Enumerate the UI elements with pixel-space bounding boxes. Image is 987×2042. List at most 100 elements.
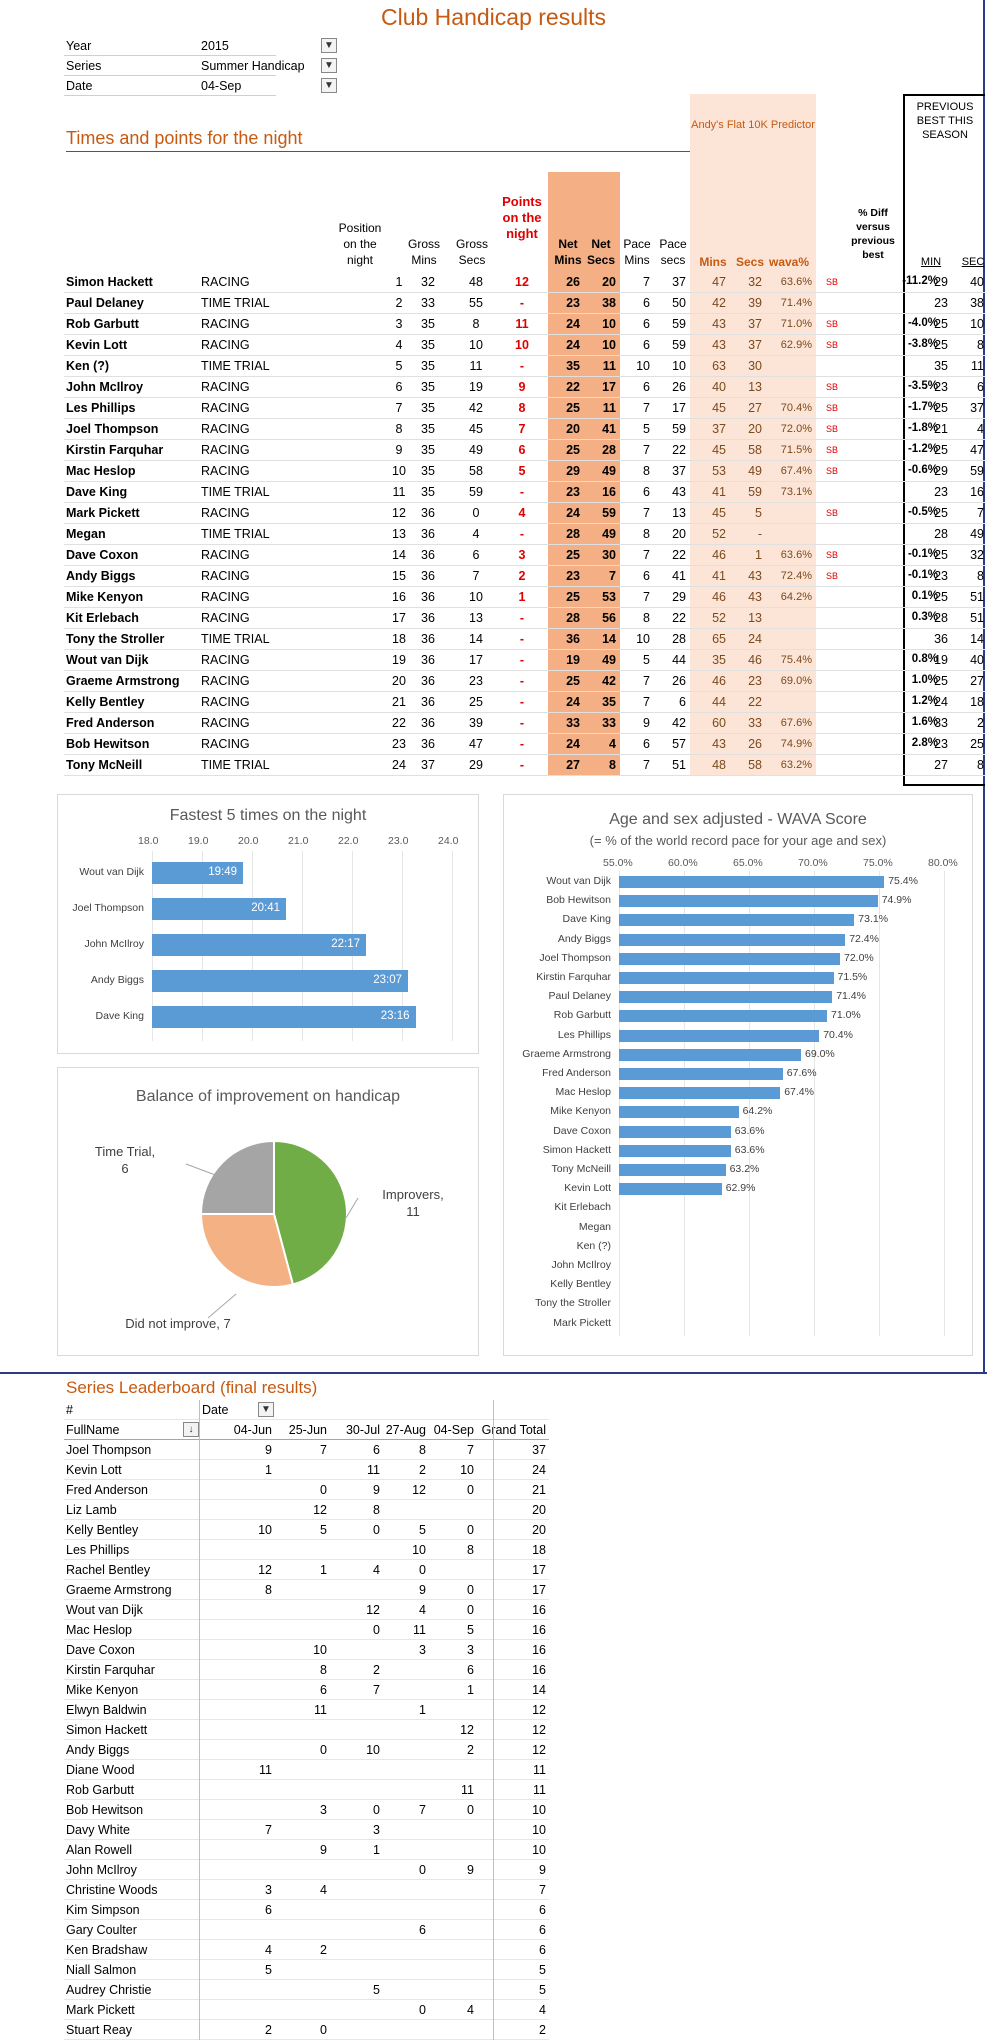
runner-name: Rachel Bentley [66,1563,151,1577]
gross-secs-cell: 48 [469,275,483,289]
result-row: Tony the Stroller TIME TRIAL 18 36 14 - 36 14 10… [64,629,985,650]
column-header: 04-Jun [233,1423,272,1437]
gross-secs-cell: 19 [469,380,483,394]
result-row: Graeme Armstrong RACING 20 36 23 - 25 42 7 26 46 23… [64,671,985,692]
runner-name: Mark Pickett [66,506,140,520]
net-secs-cell: 11 [602,401,616,415]
net-secs-cell: 41 [602,422,616,436]
score-cell: 7 [265,1823,272,1837]
filter-dropdown-icon[interactable]: ▼ [321,58,337,73]
runner-category: RACING [201,611,250,625]
result-row: Ken (?) TIME TRIAL 5 35 11 - 35 11 10 10 63 30 35 11 [64,356,985,377]
runner-name: Ken (?) [66,359,110,373]
category-label: John McIlroy [84,938,144,950]
gross-secs-cell: 17 [469,653,483,667]
position-cell: 15 [392,569,406,583]
column-divider [493,1400,494,2040]
diff-cell: -0.5% [907,506,938,518]
runner-name: Wout van Dijk [66,653,149,667]
result-row: Rob Garbutt RACING 3 35 8 11 24 10 6 59 43 37 71.0% S… [64,314,985,335]
pace-secs-cell: 59 [672,317,686,331]
pace-mins-cell: 8 [643,527,650,541]
net-mins-cell: 24 [566,737,580,751]
best-mins-cell: 25 [934,506,948,520]
points-cell: 6 [518,443,526,457]
chart-subtitle: (= % of the world record pace for your a… [589,833,887,848]
runner-name: Kelly Bentley [66,1523,139,1537]
pie-svg [185,1139,359,1319]
filter-dropdown-icon[interactable]: ▼ [258,1402,274,1417]
runner-name: Dave King [66,485,128,499]
pace-mins-cell: 9 [643,716,650,730]
pred-secs-cell: 58 [748,758,762,772]
category-label: Wout van Dijk [79,866,144,878]
score-cell: 12 [366,1603,380,1617]
filter-row[interactable]: Date 04-Sep ▼ [64,76,337,96]
leaderboard-row: Diane Wood 11 11 [64,1760,549,1780]
category-label: Andy Biggs [90,974,144,986]
pace-secs-cell: 28 [672,632,686,646]
position-cell: 8 [395,422,403,436]
best-mins-cell: 33 [934,716,948,730]
gross-mins-cell: 36 [421,527,435,541]
score-cell: 12 [532,1703,546,1717]
score-cell: 11 [367,1463,380,1477]
score-cell: 17 [532,1563,546,1577]
net-secs-cell: 53 [602,590,616,604]
runner-name: Kim Simpson [66,1903,140,1917]
pace-secs-cell: 22 [672,611,686,625]
pred-secs-cell: 24 [748,632,762,646]
filter-dropdown-icon[interactable]: ▼ [321,38,337,53]
leader-line [185,1163,219,1177]
sort-descending-icon[interactable]: ↓ [183,1422,199,1437]
bar [619,1087,781,1100]
filter-dropdown-icon[interactable]: ▼ [321,78,337,93]
score-cell: 2 [467,1743,474,1757]
position-cell: 2 [395,296,403,310]
diff-cell: 2.8% [911,737,938,749]
diff-cell: 1.6% [911,716,938,728]
score-cell: 37 [532,1443,546,1457]
result-row: Mac Heslop RACING 10 35 58 5 29 49 8 37 53 49 67.4% S… [64,461,985,482]
category-label: Bob Hewitson [546,894,611,907]
gross-mins-header: Gross Mins [407,237,440,267]
gross-mins-cell: 36 [421,716,435,730]
bar [619,1048,801,1061]
chart-title: Fastest 5 times on the night [169,807,367,824]
gross-mins-cell: 36 [421,506,435,520]
filter-value: 04-Sep [201,79,242,93]
score-cell: 11 [413,1623,426,1637]
filter-row[interactable]: Year 2015 ▼ [64,36,337,56]
page-border-line [983,0,985,1372]
pie-slice [199,1139,275,1215]
runner-name: Joel Thompson [66,422,159,436]
position-header: Position on the night [338,221,382,267]
best-mins-cell: 29 [934,275,948,289]
data-label: 73.1% [858,913,889,926]
leaderboard-row: Kirstin Farquhar 8 2 6 16 [64,1660,549,1680]
pred-secs-cell: 1 [755,548,762,562]
category-label: Wout van Dijk [546,875,611,887]
season-best-badge: SB [826,277,839,287]
wava-cell: 67.4% [780,465,812,477]
leaderboard-row: Rachel Bentley 12 1 4 0 17 [64,1560,549,1580]
score-cell: 8 [265,1583,272,1597]
pred-mins-cell: 46 [712,590,726,604]
pace-mins-cell: 8 [643,464,650,478]
pace-mins-cell: 7 [643,758,650,772]
diff-cell: -1.7% [907,401,938,413]
net-secs-cell: 10 [602,317,616,331]
pred-mins-cell: 46 [712,674,726,688]
filter-row[interactable]: Series Summer Handicap ▼ [64,56,337,76]
score-cell: 3 [320,1803,327,1817]
result-row: Kirstin Farquhar RACING 9 35 49 6 25 28 7 22 45 58 7… [64,440,985,461]
best-mins-cell: 25 [934,674,948,688]
result-row: Joel Thompson RACING 8 35 45 7 20 41 5 59 37 20 72.0… [64,419,985,440]
score-cell: 0 [320,2023,327,2037]
leaderboard-row: Gary Coulter 6 6 [64,1920,549,1940]
runner-name: Andy Biggs [66,569,136,583]
net-secs-cell: 16 [602,485,616,499]
score-cell: 2 [320,1943,327,1957]
runner-name: John McIlroy [66,1863,137,1877]
data-label: 63.2% [729,1163,760,1175]
